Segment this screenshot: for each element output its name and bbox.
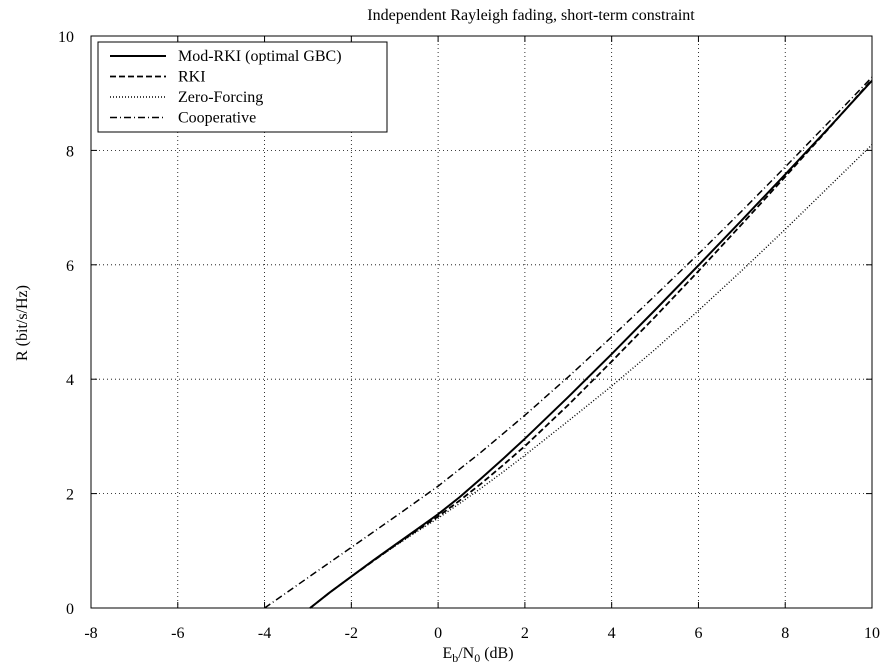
x-tick-label: -8 xyxy=(84,625,97,642)
y-tick-label: 0 xyxy=(66,601,74,618)
grid xyxy=(91,36,872,608)
series-line-1 xyxy=(309,79,873,609)
x-tick-label: 2 xyxy=(521,625,529,642)
x-axis-label-sub2: 0 xyxy=(474,651,480,663)
x-tick-label: 10 xyxy=(864,625,880,642)
legend-label-1: Mod-RKI (optimal GBC) xyxy=(178,48,342,65)
x-tick-label: -2 xyxy=(345,625,358,642)
legend: Mod-RKI (optimal GBC) RKI Zero-Forcing Coop… xyxy=(97,41,388,133)
x-axis-label-mid: /N xyxy=(458,645,474,662)
y-tick-label: 6 xyxy=(66,258,74,275)
series-lines xyxy=(264,76,873,609)
series-line-4 xyxy=(264,76,873,609)
legend-label-3: Zero-Forcing xyxy=(178,89,263,106)
chart-title: Independent Rayleigh fading, short-term … xyxy=(367,7,695,24)
x-axis-label-unit: (dB) xyxy=(480,645,513,662)
legend-label-2: RKI xyxy=(178,69,206,86)
series-line-2 xyxy=(309,78,873,609)
x-tick-label: 0 xyxy=(434,625,442,642)
y-axis-label: R (bit/s/Hz) xyxy=(14,285,31,361)
y-tick-label: 4 xyxy=(66,372,74,389)
y-tick-label: 2 xyxy=(66,487,74,504)
y-tick-label: 8 xyxy=(66,143,74,160)
x-tick-label: 4 xyxy=(608,625,616,642)
x-tick-label: 6 xyxy=(694,625,702,642)
x-axis-label-sub1: b xyxy=(452,651,458,663)
axis-ticks: -8 -6 -4 -2 0 2 4 6 8 10 0 2 4 6 8 10 xyxy=(58,29,880,642)
x-tick-label: -4 xyxy=(258,625,271,642)
y-tick-label: 10 xyxy=(58,29,74,46)
plot-frame xyxy=(90,35,873,609)
series-line-3 xyxy=(309,144,873,609)
x-tick-label: 8 xyxy=(781,625,789,642)
x-axis-label-main: E xyxy=(442,645,452,662)
x-tick-label: -6 xyxy=(171,625,184,642)
x-axis-label: Eb/N0 (dB) xyxy=(442,645,513,663)
legend-label-4: Cooperative xyxy=(178,110,256,127)
